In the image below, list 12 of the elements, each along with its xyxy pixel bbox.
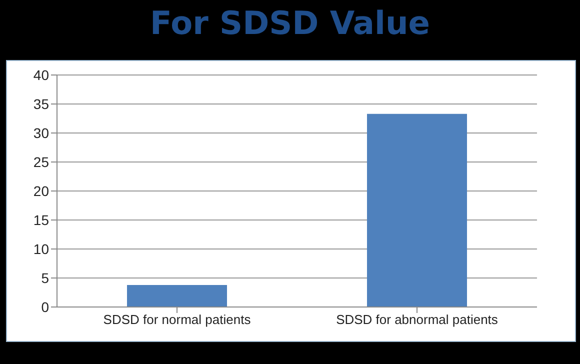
y-tick-label: 5 bbox=[41, 270, 50, 286]
x-tick-label: SDSD for abnormal patients bbox=[336, 312, 498, 328]
y-tick-label: 30 bbox=[33, 124, 50, 141]
y-tick-label: 40 bbox=[33, 66, 50, 83]
y-tick-label: 10 bbox=[33, 240, 50, 257]
y-tick-label: 25 bbox=[33, 154, 50, 170]
y-tick-label: 35 bbox=[33, 96, 50, 112]
chart-title: For SDSD Value bbox=[149, 4, 431, 42]
y-tick-label: 15 bbox=[33, 212, 50, 228]
x-tick-label: SDSD for normal patients bbox=[103, 312, 252, 328]
y-tick-label: 0 bbox=[41, 298, 50, 315]
y-tick-label: 20 bbox=[33, 182, 50, 199]
